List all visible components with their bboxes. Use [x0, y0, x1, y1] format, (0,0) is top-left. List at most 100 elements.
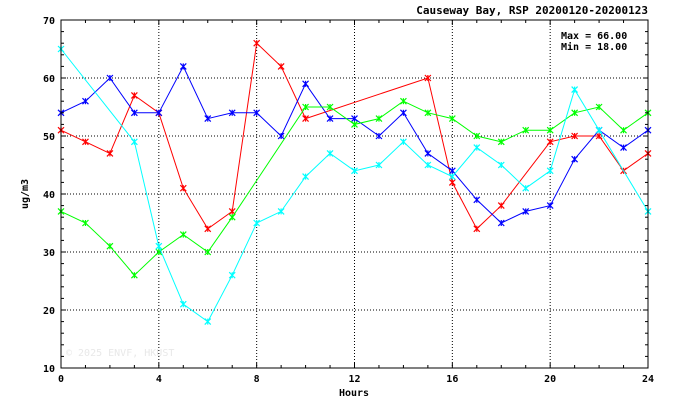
x-tick-label: 12 — [348, 374, 360, 385]
data-point — [155, 109, 163, 117]
data-point — [424, 74, 432, 82]
data-point — [522, 184, 530, 192]
x-tick-label: 8 — [254, 374, 260, 385]
data-point — [473, 196, 481, 204]
data-point — [620, 144, 627, 152]
y-tick-label: 10 — [43, 364, 55, 375]
data-point — [351, 167, 358, 175]
data-point — [82, 97, 89, 105]
data-point — [277, 62, 285, 70]
data-point — [326, 103, 334, 111]
data-point — [253, 109, 261, 117]
data-point — [399, 109, 407, 117]
data-point — [302, 103, 310, 111]
data-point — [571, 109, 579, 117]
data-point — [424, 149, 432, 157]
data-point — [546, 126, 554, 134]
max-value-label: Max = 66.00 — [561, 31, 627, 42]
data-point — [375, 115, 383, 123]
data-point — [228, 109, 236, 117]
y-tick-label: 30 — [43, 248, 55, 259]
data-point — [179, 184, 187, 192]
data-point — [473, 144, 481, 152]
data-point — [253, 219, 261, 227]
y-tick-label: 20 — [43, 306, 55, 317]
x-tick-label: 0 — [58, 374, 64, 385]
grid-lines — [61, 20, 648, 368]
data-point — [497, 161, 505, 169]
series-line-1 — [60, 42, 649, 230]
data-point — [448, 115, 456, 123]
data-point — [546, 167, 554, 175]
data-point — [620, 126, 627, 134]
data-point — [277, 207, 285, 215]
data-point — [595, 103, 603, 111]
min-value-label: Min = 18.00 — [561, 41, 627, 53]
data-point — [546, 138, 554, 146]
x-axis-label: Hours — [339, 388, 369, 399]
watermark: © 2025 ENVF, HKUST — [66, 348, 174, 359]
data-point — [253, 39, 261, 47]
data-point — [326, 115, 334, 123]
data-point — [179, 62, 187, 70]
data-point — [82, 219, 89, 227]
y-tick-label: 60 — [43, 74, 55, 85]
data-point — [571, 132, 579, 140]
axis-ticks: 0 4 8 12 16 20 24 10 20 30 40 50 60 70 — [43, 16, 654, 385]
data-point — [130, 91, 138, 99]
y-tick-label: 50 — [43, 132, 55, 143]
data-point — [179, 300, 187, 308]
data-point — [399, 97, 407, 105]
data-point — [204, 225, 212, 233]
data-point — [571, 86, 579, 94]
data-point — [106, 74, 114, 82]
data-point — [522, 126, 530, 134]
data-point — [204, 248, 212, 256]
y-tick-label: 70 — [43, 16, 55, 27]
data-point — [130, 109, 138, 117]
data-point — [473, 225, 481, 233]
data-point — [228, 271, 236, 279]
data-point — [497, 219, 505, 227]
data-point — [106, 242, 114, 250]
data-point — [228, 213, 236, 221]
data-point — [571, 155, 579, 163]
chart-title: Causeway Bay, RSP 20200120-20200123 — [416, 4, 648, 17]
data-point — [82, 138, 89, 146]
data-point — [375, 161, 383, 169]
data-point — [204, 318, 212, 326]
data-point — [595, 126, 603, 134]
data-point — [473, 132, 481, 140]
data-point — [522, 207, 530, 215]
data-point — [351, 115, 358, 123]
series-line-4 — [60, 48, 649, 323]
data-point — [424, 109, 432, 117]
data-point — [497, 138, 505, 146]
data-point — [130, 271, 138, 279]
data-point — [399, 138, 407, 146]
data-point — [277, 132, 285, 140]
y-tick-label: 40 — [43, 190, 55, 201]
data-point — [106, 149, 114, 157]
data-point — [351, 120, 358, 128]
data-point — [179, 231, 187, 239]
x-tick-label: 24 — [642, 374, 654, 385]
data-point — [204, 115, 212, 123]
data-point — [302, 173, 310, 181]
x-tick-label: 16 — [446, 374, 458, 385]
data-point — [546, 202, 554, 210]
data-point — [326, 149, 334, 157]
data-point — [448, 167, 456, 175]
data-point — [302, 80, 310, 88]
data-point — [497, 202, 505, 210]
data-point — [448, 173, 456, 181]
data-point — [448, 178, 456, 186]
x-tick-label: 20 — [544, 374, 556, 385]
data-point — [424, 161, 432, 169]
data-point — [375, 132, 383, 140]
y-axis-label: ug/m3 — [20, 179, 31, 209]
data-series — [57, 39, 652, 326]
x-tick-label: 4 — [156, 374, 162, 385]
data-point — [155, 242, 163, 250]
